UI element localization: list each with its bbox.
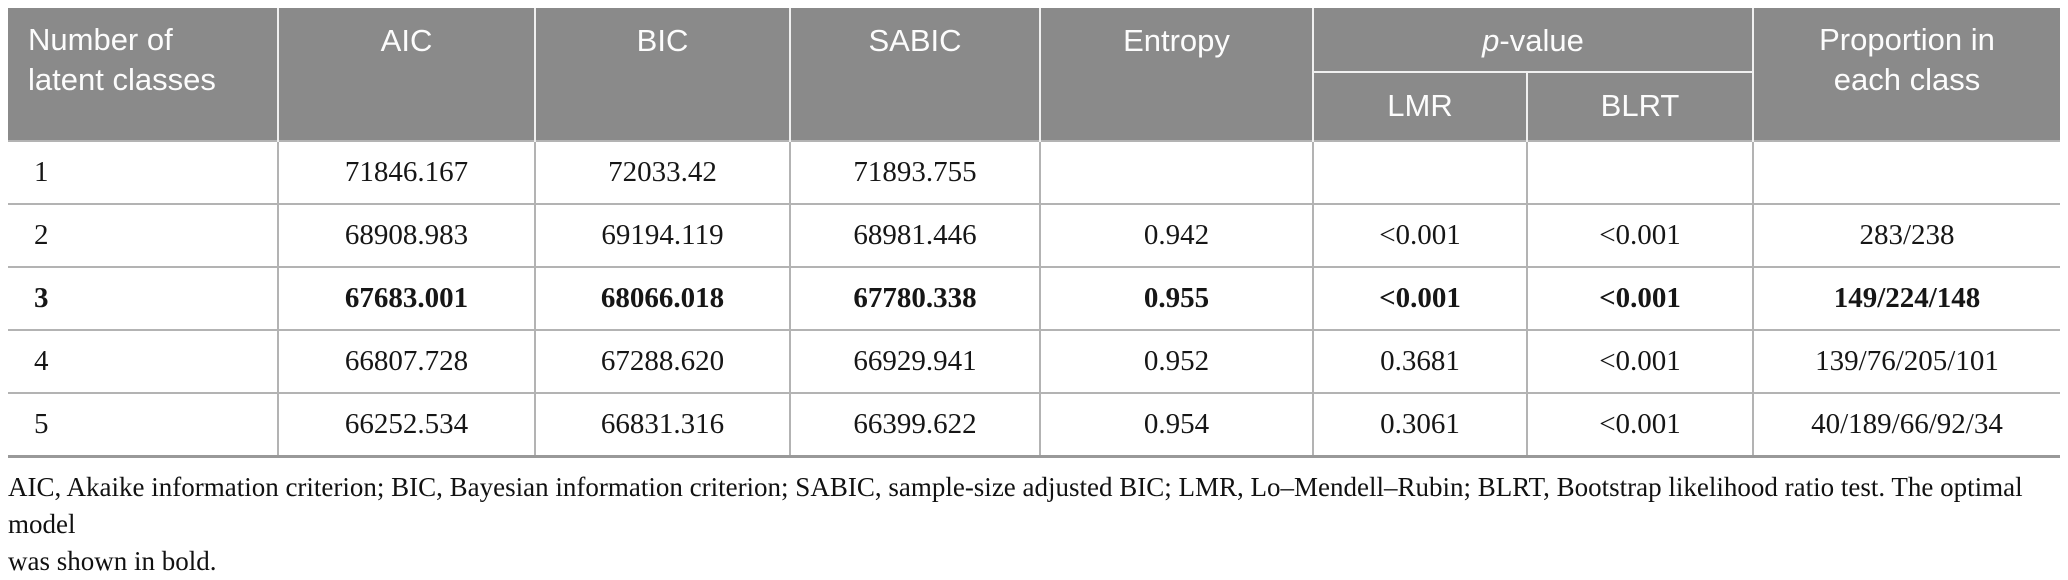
cell-lmr [1312, 140, 1527, 204]
header-blrt: BLRT [1526, 72, 1753, 141]
cell-classes: 5 [8, 392, 278, 458]
cell-entropy [1039, 140, 1313, 204]
cell-entropy: 0.952 [1039, 329, 1313, 393]
cell-lmr: <0.001 [1312, 266, 1527, 330]
header-row-top: Number of latent classes AIC BIC SABIC E… [8, 8, 2060, 141]
cell-blrt: <0.001 [1526, 203, 1753, 267]
header-number-of-latent-classes: Number of latent classes [8, 8, 278, 141]
cell-proportion: 40/189/66/92/34 [1752, 392, 2060, 458]
cell-classes: 3 [8, 266, 278, 330]
model-fit-table: Number of latent classes AIC BIC SABIC E… [8, 8, 2060, 458]
cell-sabic: 71893.755 [789, 140, 1040, 204]
footnote-line-1: AIC, Akaike information criterion; BIC, … [8, 472, 2023, 539]
cell-blrt [1526, 140, 1753, 204]
cell-bic: 69194.119 [534, 203, 790, 267]
table-row: 1 71846.167 72033.42 71893.755 [8, 140, 2060, 204]
cell-sabic: 68981.446 [789, 203, 1040, 267]
page: Number of latent classes AIC BIC SABIC E… [8, 8, 2060, 576]
cell-classes: 1 [8, 140, 278, 204]
cell-entropy: 0.942 [1039, 203, 1313, 267]
cell-lmr: 0.3061 [1312, 392, 1527, 458]
cell-blrt: <0.001 [1526, 329, 1753, 393]
cell-proportion: 139/76/205/101 [1752, 329, 2060, 393]
cell-proportion: 149/224/148 [1752, 266, 2060, 330]
cell-classes: 2 [8, 203, 278, 267]
table-header: Number of latent classes AIC BIC SABIC E… [8, 8, 2060, 141]
table-body: 1 71846.167 72033.42 71893.755 2 68908.9… [8, 140, 2060, 458]
cell-aic: 67683.001 [277, 266, 535, 330]
p-value-rest: -value [1499, 23, 1584, 58]
cell-bic: 68066.018 [534, 266, 790, 330]
table-row: 5 66252.534 66831.316 66399.622 0.954 0.… [8, 392, 2060, 458]
cell-bic: 66831.316 [534, 392, 790, 458]
cell-blrt: <0.001 [1526, 392, 1753, 458]
header-bic: BIC [534, 8, 790, 141]
header-p-value: p-value [1312, 8, 1753, 73]
header-lmr: LMR [1312, 72, 1527, 141]
table-row: 2 68908.983 69194.119 68981.446 0.942 <0… [8, 203, 2060, 267]
cell-bic: 67288.620 [534, 329, 790, 393]
header-sabic: SABIC [789, 8, 1040, 141]
p-value-italic-p: p [1482, 23, 1500, 58]
table-footnote: AIC, Akaike information criterion; BIC, … [8, 469, 2060, 580]
footnote-line-2: was shown in bold. [8, 546, 217, 576]
cell-lmr: <0.001 [1312, 203, 1527, 267]
table-row: 4 66807.728 67288.620 66929.941 0.952 0.… [8, 329, 2060, 393]
cell-aic: 68908.983 [277, 203, 535, 267]
cell-sabic: 66399.622 [789, 392, 1040, 458]
header-aic: AIC [277, 8, 535, 141]
cell-blrt: <0.001 [1526, 266, 1753, 330]
header-proportion-in-each-class: Proportion in each class [1752, 8, 2060, 141]
cell-aic: 66252.534 [277, 392, 535, 458]
cell-aic: 71846.167 [277, 140, 535, 204]
cell-sabic: 67780.338 [789, 266, 1040, 330]
cell-classes: 4 [8, 329, 278, 393]
cell-entropy: 0.954 [1039, 392, 1313, 458]
cell-bic: 72033.42 [534, 140, 790, 204]
cell-sabic: 66929.941 [789, 329, 1040, 393]
cell-aic: 66807.728 [277, 329, 535, 393]
cell-entropy: 0.955 [1039, 266, 1313, 330]
cell-proportion: 283/238 [1752, 203, 2060, 267]
table-row: 3 67683.001 68066.018 67780.338 0.955 <0… [8, 266, 2060, 330]
header-entropy: Entropy [1039, 8, 1313, 141]
cell-proportion [1752, 140, 2060, 204]
cell-lmr: 0.3681 [1312, 329, 1527, 393]
header-row-sub: LMR BLRT [8, 72, 2060, 141]
